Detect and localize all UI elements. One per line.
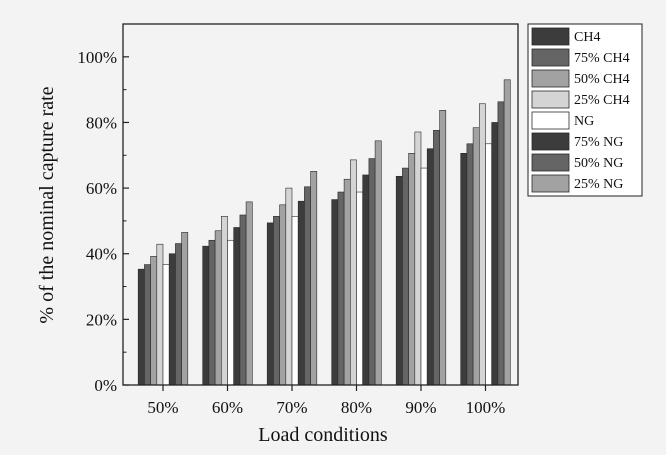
bar-50-ng-4 [433,130,440,386]
bar-75-ng-3 [362,174,370,386]
x-tick-label: 60% [212,398,243,417]
legend-swatch [531,27,570,46]
plot-area-frame [122,23,519,386]
bar-50-ch4-5 [472,127,480,386]
legend-label: 75% CH4 [574,51,630,66]
bar-75-ng-0 [168,253,176,386]
bar-ng-1 [227,239,234,386]
bar-ng-2 [291,216,299,386]
bar-75-ch4-2 [273,216,280,386]
y-tick-label: 20% [86,310,117,329]
legend-swatch [531,48,570,67]
bar-25-ch4-0 [156,243,164,386]
bar-25-ch4-3 [349,159,357,386]
x-axis-title: Load conditions [258,424,388,446]
legend-swatch [531,153,570,172]
bar-75-ch4-5 [466,143,474,386]
bar-ng-5 [485,143,492,386]
bar-25-ng-0 [181,232,189,386]
bar-25-ch4-5 [478,103,486,386]
bar-ch4-0 [137,268,145,386]
bar-25-ng-2 [310,171,318,386]
bar-25-ch4-2 [285,187,293,386]
bar-75-ch4-0 [144,264,151,386]
legend-label: 50% NG [574,156,623,171]
y-axis-title: % of the nominal capture rate [36,86,58,323]
bar-50-ch4-4 [408,153,416,386]
legend-label: 50% CH4 [574,72,630,87]
bar-75-ng-4 [426,148,434,386]
legend-label: 25% CH4 [574,93,630,108]
bar-25-ng-4 [439,110,447,386]
bar-ch4-2 [266,222,274,386]
legend-swatch [531,90,570,109]
legend-label: 25% NG [574,177,623,192]
y-tick-label: 100% [77,48,117,67]
legend-swatch [531,174,570,193]
legend-label: 75% NG [574,135,623,150]
bar-75-ch4-4 [402,167,409,386]
legend: CH4 75% CH4 50% CH4 25% CH4 NG 75% NG 50% NG 25… [527,23,643,197]
x-tick-label: 100% [466,398,506,417]
bar-50-ng-1 [239,214,247,386]
bar-50-ch4-2 [279,204,287,386]
x-tick-label: 50% [147,398,178,417]
bar-75-ng-1 [233,227,241,386]
bar-50-ng-0 [175,243,182,386]
bar-ch4-4 [395,175,403,386]
bar-ch4-5 [460,153,468,386]
y-tick-label: 40% [86,245,117,264]
y-tick-label: 0% [94,376,117,395]
bar-ng-3 [356,191,363,386]
bar-75-ng-2 [297,200,305,386]
bar-25-ng-5 [503,79,511,386]
legend-swatch [531,69,570,88]
bar-50-ng-5 [497,101,505,386]
x-tick-label: 80% [341,398,372,417]
bar-75-ch4-3 [337,191,345,386]
bar-50-ch4-0 [150,256,158,386]
y-tick-label: 80% [86,113,117,132]
bar-25-ch4-4 [414,131,422,386]
legend-label: NG [574,114,594,129]
bar-ng-4 [420,167,428,386]
bar-50-ch4-3 [343,178,351,386]
bar-50-ng-3 [368,158,376,386]
bar-25-ng-1 [245,201,253,386]
bar-ch4-3 [331,199,339,386]
bar-50-ng-2 [304,186,311,386]
bar-75-ng-5 [491,122,499,386]
legend-label: CH4 [574,30,600,45]
x-tick-label: 70% [276,398,307,417]
legend-swatch [531,111,570,130]
x-tick-label: 90% [405,398,436,417]
bar-25-ng-3 [374,140,382,386]
bar-ch4-1 [202,245,210,386]
bar-50-ch4-1 [214,230,222,386]
legend-swatch [531,132,570,151]
axes: 0% 20% 40% 60% 80% 100% 50% 60% 70% 80% 90% 100% [77,48,505,417]
bar-ng-0 [162,264,170,386]
bar-75-ch4-1 [208,239,216,386]
y-tick-label: 60% [86,179,117,198]
bar-25-ch4-1 [221,216,228,386]
